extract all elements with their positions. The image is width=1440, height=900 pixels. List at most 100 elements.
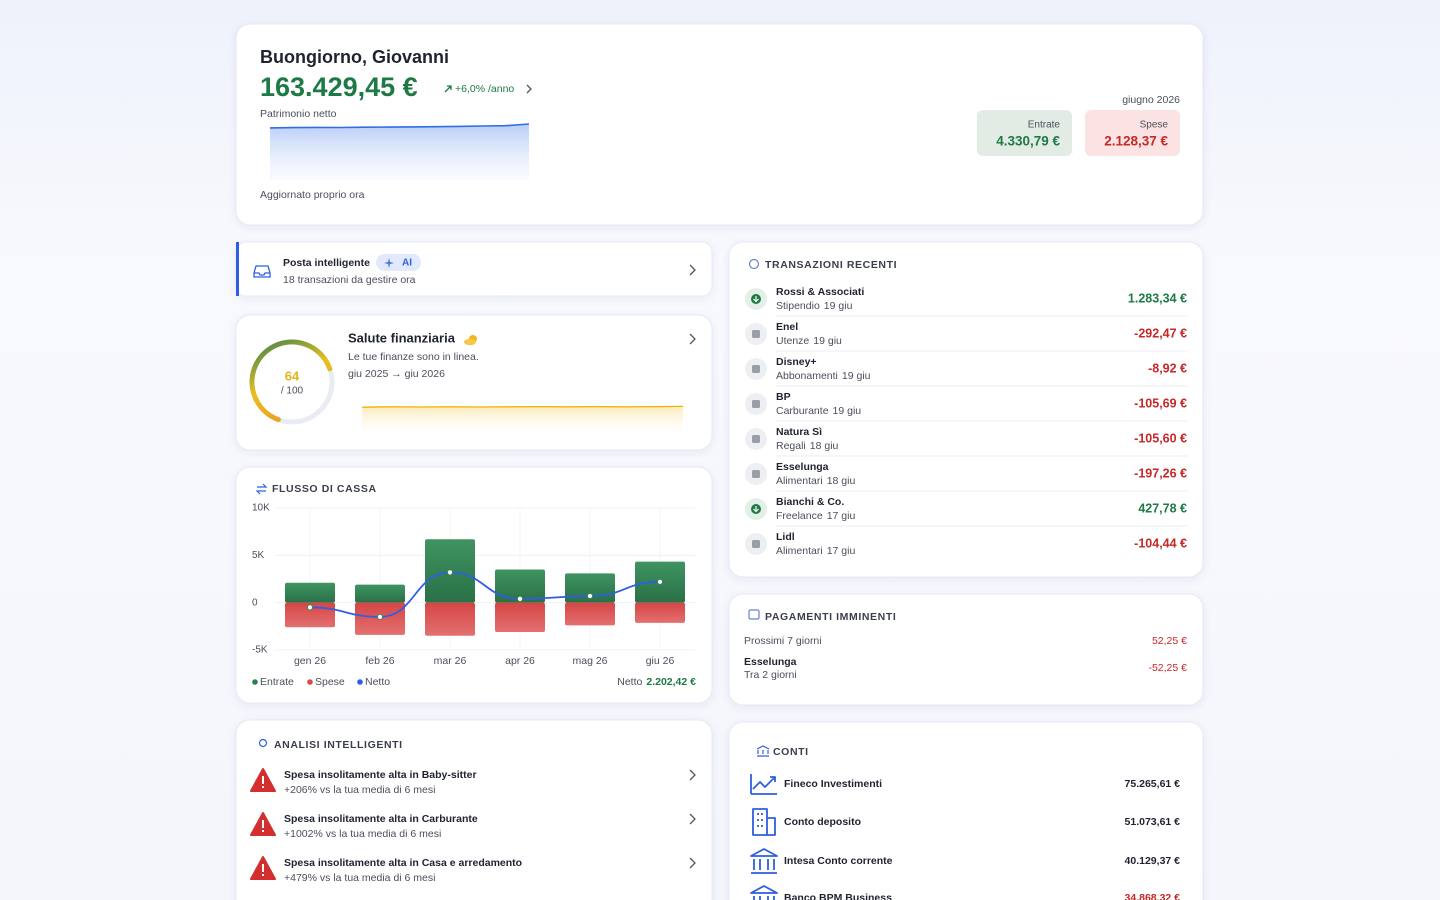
transactions-title: TRANSAZIONI RECENTI [765, 259, 897, 271]
insight-detail: +1002% vs la tua media di 6 mesi [284, 828, 441, 840]
warning-dot [262, 874, 264, 876]
net-total: Netto 2.202,42 € [617, 676, 696, 688]
account-icon [752, 808, 776, 836]
transaction-date: 19 giu [813, 335, 842, 347]
sparkline-line [361, 405, 684, 408]
sparkline-line [269, 123, 530, 129]
transaction-amount: 427,78 € [1138, 501, 1187, 515]
inbox-card[interactable] [235, 241, 713, 297]
upcoming-summary-amount: 52,25 € [1152, 635, 1187, 647]
transaction-amount: -197,26 € [1134, 466, 1187, 480]
account-name: Fineco Investimenti [784, 778, 882, 790]
account-icon [750, 885, 778, 900]
net-total-value: 2.202,42 € [646, 676, 696, 688]
transaction-name: Lidl [776, 531, 795, 543]
transaction-detail: Carburante 19 giu [776, 405, 861, 417]
period: giugno 2026 [1122, 94, 1180, 106]
transaction-name: Enel [776, 321, 798, 333]
warning-dot [262, 830, 264, 832]
chevron[interactable] [526, 84, 532, 94]
transaction-category: Regali [776, 440, 806, 452]
calendar-icon [748, 609, 760, 620]
chevron[interactable] [689, 264, 696, 276]
transaction-date: 19 giu [824, 300, 853, 312]
transaction-date: 17 giu [827, 510, 856, 522]
inbox-title: Posta intelligente [283, 257, 370, 269]
transaction-amount: -105,60 € [1134, 431, 1187, 445]
chevron[interactable] [689, 769, 696, 781]
sparkle-icon [384, 258, 394, 268]
y-tick-label: -5K [252, 645, 268, 656]
warning-mark [262, 820, 264, 828]
y-tick-label: 10K [252, 503, 270, 514]
sparkline-area [362, 406, 683, 432]
account-icon [750, 774, 777, 795]
chevron[interactable] [689, 333, 696, 345]
transaction-name: Bianchi & Co. [776, 496, 844, 508]
bar [565, 602, 615, 626]
income-value: 4.330,79 € [996, 134, 1060, 149]
account-name: Conto deposito [784, 816, 861, 828]
transaction-date: 19 giu [842, 370, 871, 382]
chevron[interactable] [689, 813, 696, 825]
transaction-icon [752, 330, 760, 338]
legend-dot [357, 679, 363, 685]
net-worth-label: Patrimonio netto [260, 108, 337, 120]
transaction-icon-arrow [753, 296, 759, 303]
x-tick-label: mar 26 [434, 655, 467, 667]
account-name: Intesa Conto corrente [784, 855, 893, 867]
upcoming-amount: -52,25 € [1148, 662, 1187, 674]
transaction-detail: Alimentari 17 giu [776, 545, 855, 557]
transaction-amount: -104,44 € [1134, 536, 1187, 550]
legend-label: Entrate [260, 676, 294, 688]
net-point [376, 613, 384, 620]
transaction-category: Utenze [776, 335, 809, 347]
warning-dot [262, 786, 264, 788]
bar [635, 602, 685, 623]
cashflow-icon [255, 483, 268, 495]
transaction-icon [752, 435, 760, 443]
sparkline-area [270, 124, 529, 180]
transaction-amount: -8,92 € [1148, 361, 1187, 375]
account-balance: 34.868,32 € [1125, 892, 1181, 900]
bar [355, 584, 405, 603]
upcoming-card [728, 593, 1204, 706]
insight-detail: +479% vs la tua media di 6 mesi [284, 872, 435, 884]
insight-detail: +206% vs la tua media di 6 mesi [284, 784, 435, 796]
chevron[interactable] [689, 857, 696, 869]
score-max: / 100 [281, 386, 304, 397]
expenses-label: Spese [1140, 120, 1169, 131]
insight-title: Spesa insolitamente alta in Carburante [284, 813, 478, 825]
net-point [656, 578, 664, 585]
transaction-date: 18 giu [810, 440, 839, 452]
bar [495, 569, 545, 603]
transaction-category: Carburante [776, 405, 829, 417]
transaction-date: 18 giu [827, 475, 856, 487]
account-balance: 40.129,37 € [1125, 855, 1181, 867]
y-tick-label: 5K [252, 550, 265, 561]
cashflow-title: FLUSSO DI CASSA [272, 483, 377, 495]
inbox-icon [253, 265, 271, 278]
updated-label: Aggiornato proprio ora [260, 189, 365, 201]
transaction-amount: 1.283,34 € [1128, 291, 1187, 305]
health-title: Salute finanziaria [348, 330, 456, 345]
transaction-category: Alimentari [776, 545, 823, 557]
transaction-date: 19 giu [833, 405, 862, 417]
bulb-icon [258, 738, 268, 748]
upcoming-due: Tra 2 giorni [744, 669, 797, 681]
y-tick-label: 0 [252, 597, 258, 608]
x-tick-label: mag 26 [572, 655, 607, 667]
warning-mark [262, 864, 264, 872]
transaction-detail: Regali 18 giu [776, 440, 839, 452]
transaction-icon [752, 400, 760, 408]
inbox-subtitle: 18 transazioni da gestire ora [283, 274, 416, 286]
inbox-accent [236, 242, 239, 296]
clock-icon [748, 258, 760, 270]
x-tick-label: feb 26 [365, 655, 394, 667]
score: 64 [285, 368, 300, 383]
health-range: giu 2025 → giu 2026 [348, 368, 445, 380]
expenses-box [1085, 110, 1180, 156]
transaction-amount: -105,69 € [1134, 396, 1187, 410]
